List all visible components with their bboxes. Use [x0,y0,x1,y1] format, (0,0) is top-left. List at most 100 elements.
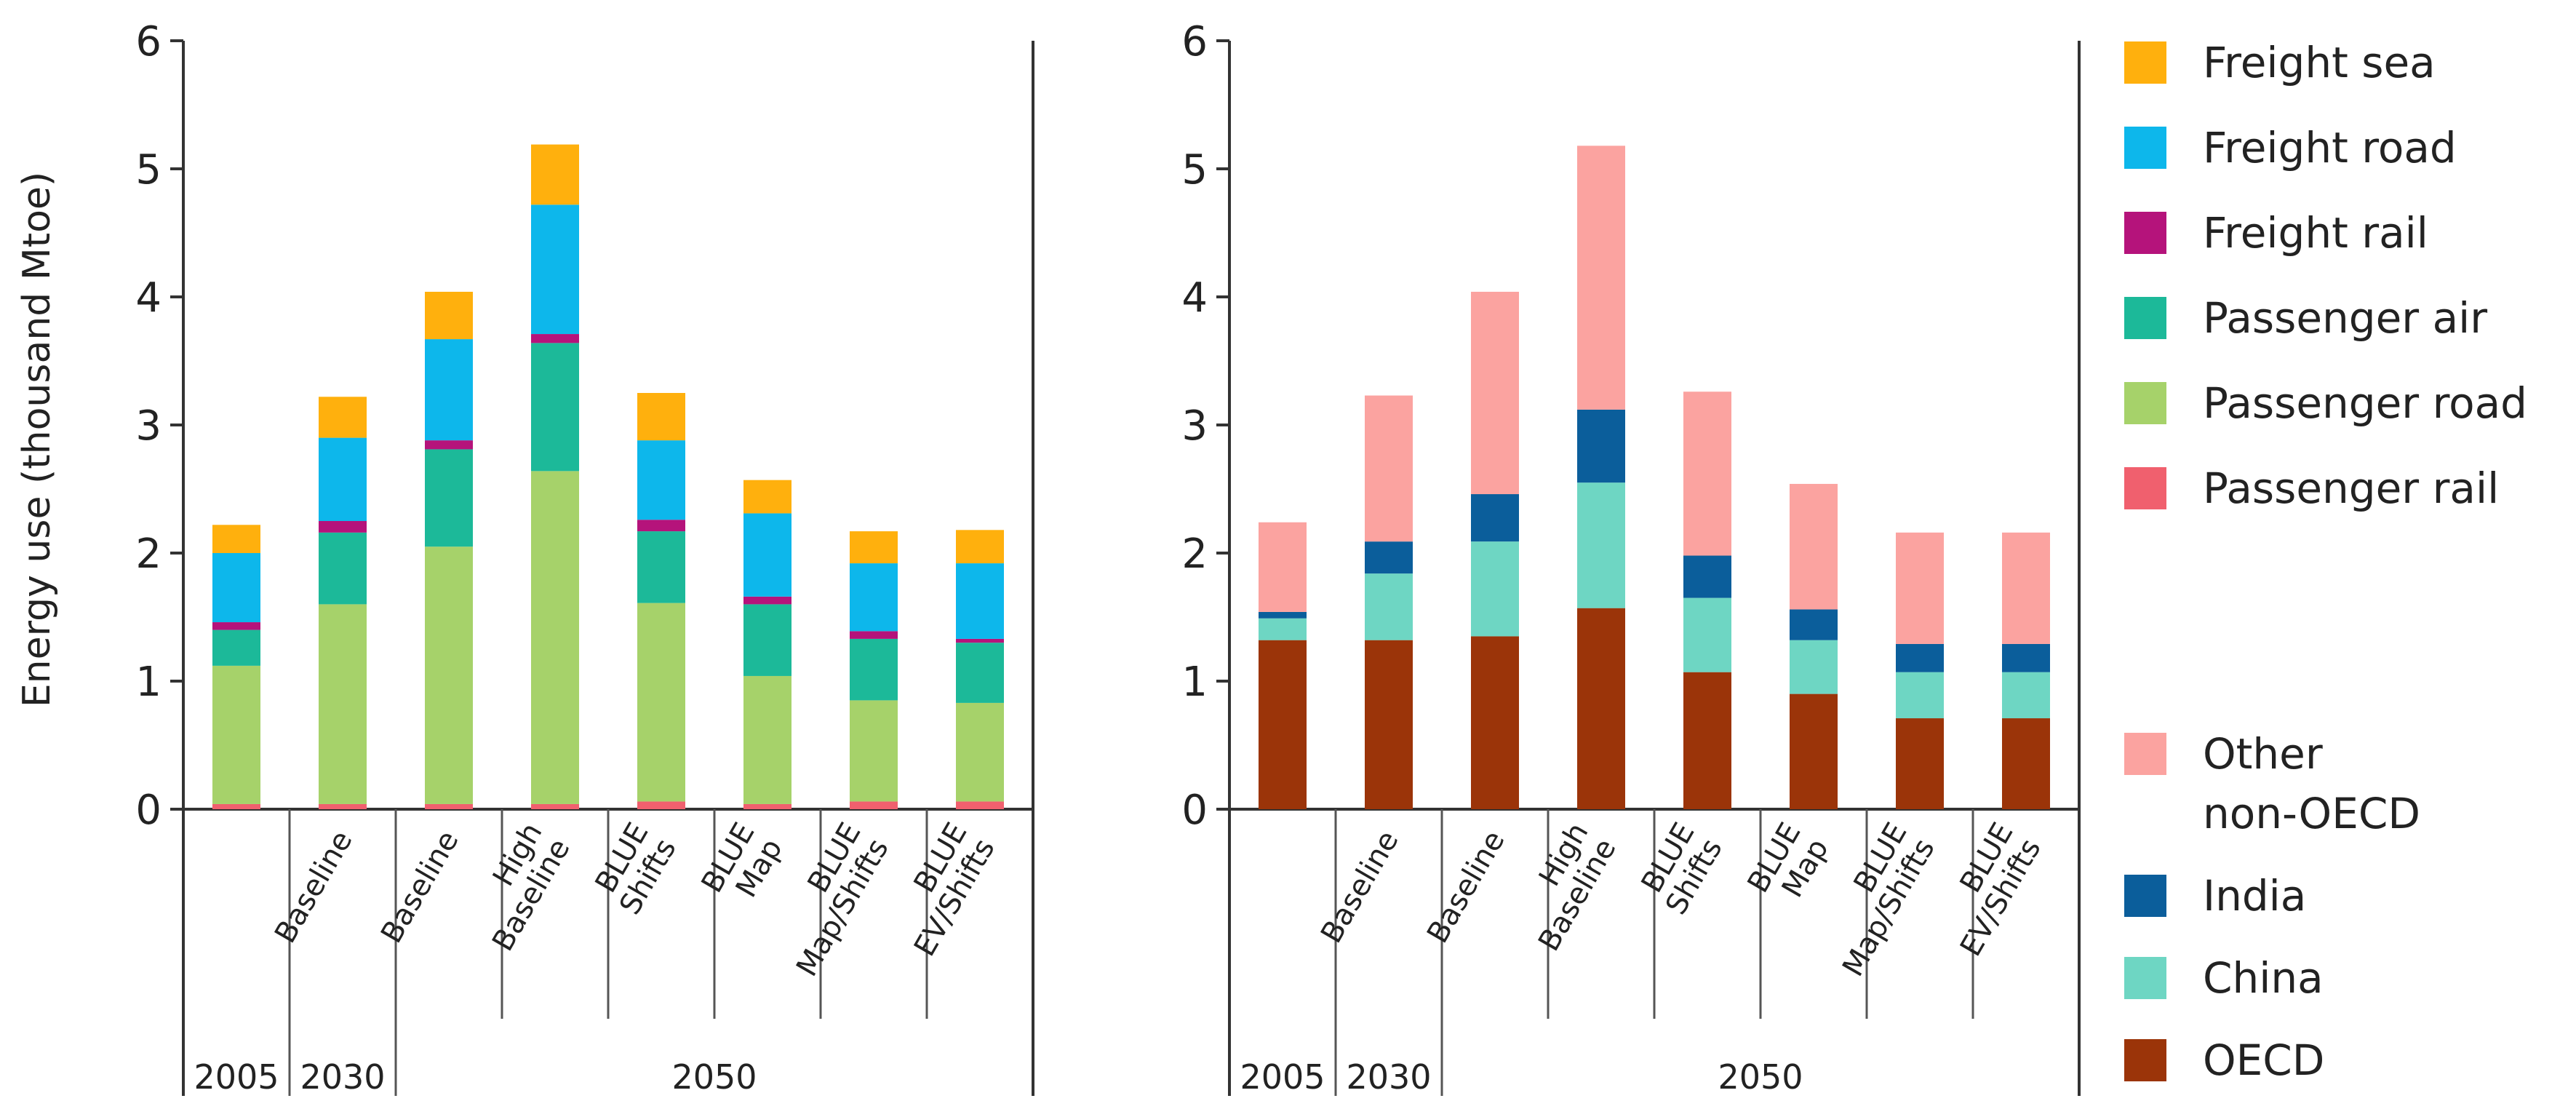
right-bar-india-6 [1896,643,1944,672]
left-bar-passenger-air-3 [531,343,579,472]
left-bar-passenger-rail-7 [956,801,1004,809]
right-bar-china-0 [1259,618,1307,640]
right-category-label-5: BLUEMap [1742,817,1835,915]
legend-bottom-label-china: China [2203,953,2324,1003]
left-bar-freight-rail-3 [531,334,579,343]
legend-bottom-label-india: India [2203,871,2306,921]
right-year-label-2050: 2050 [1718,1057,1803,1097]
legend-bottom-swatch-oecd [2124,1039,2166,1081]
left-category-label-7: BLUEEV/Shifts [880,817,1002,962]
right-bar-oecd-6 [1896,718,1944,809]
left-bar-passenger-rail-2 [425,803,473,809]
right-bar-other-non-oecd-3 [1577,146,1625,410]
right-category-label-3: HighBaseline [1504,817,1623,957]
left-bar-freight-sea-6 [850,531,898,564]
left-year-label-2050: 2050 [671,1057,757,1097]
left-bar-freight-sea-7 [956,530,1004,564]
left-bar-freight-sea-2 [425,291,473,340]
left-bar-passenger-air-2 [425,449,473,547]
left-bar-freight-rail-0 [212,622,260,630]
right-bar-other-non-oecd-0 [1259,522,1307,612]
right-y-tick-label: 6 [1181,18,1208,65]
left-bar-freight-rail-6 [850,631,898,639]
left-category-label-3: HighBaseline [458,817,577,957]
right-bar-china-1 [1365,573,1413,640]
right-bar-other-non-oecd-7 [2002,532,2050,644]
left-bar-freight-rail-1 [319,521,367,533]
right-bar-china-7 [2002,672,2050,719]
right-bar-oecd-3 [1577,608,1625,809]
left-bar-passenger-road-0 [212,665,260,804]
right-bar-other-non-oecd-2 [1471,291,1519,495]
right-bar-china-6 [1896,672,1944,719]
left-bar-freight-rail-2 [425,440,473,450]
legend-bottom-label-other-non-oecd: Other non-OECD [2203,729,2420,838]
left-bar-passenger-road-6 [850,700,898,802]
left-bar-freight-sea-1 [319,397,367,438]
left-bar-freight-rail-4 [637,520,685,532]
left-category-label-1: Baseline [268,825,359,949]
left-bar-passenger-air-7 [956,643,1004,703]
legend-top-swatch-freight-road [2124,127,2166,169]
left-bar-freight-road-2 [425,339,473,441]
legend-regions: Other non-OECD India China OECD [2124,729,2420,1085]
right-category-label-7: BLUEEV/Shifts [1926,817,2048,962]
chart-left-mode-by-transport: 0 1 2 3 4 5 6 Energy use (thousand Mtoe) Baselin… [15,18,1034,1097]
legend-top-swatch-passenger-air [2124,297,2166,339]
legend-top-label-passenger-road: Passenger road [2203,378,2527,428]
right-bar-india-0 [1259,611,1307,619]
left-y-axis-label: Energy use (thousand Mtoe) [15,172,59,707]
right-bar-china-2 [1471,541,1519,637]
right-bar-oecd-7 [2002,718,2050,809]
left-category-label-2: Baseline [375,825,466,949]
right-bar-oecd-5 [1790,693,1838,809]
right-y-tick-label: 5 [1181,146,1208,194]
left-bar-passenger-air-6 [850,638,898,701]
left-category-label-6: BLUEMap/Shifts [762,817,896,982]
left-bar-passenger-road-2 [425,546,473,804]
right-bar-india-3 [1577,409,1625,483]
right-year-label-2005: 2005 [1240,1057,1325,1097]
legend-top-label-passenger-rail: Passenger rail [2203,464,2499,513]
legend-bottom-swatch-other-non-oecd [2124,733,2166,775]
left-bar-passenger-rail-5 [743,803,791,809]
right-bar-china-5 [1790,640,1838,694]
legend-top-label-passenger-air: Passenger air [2203,293,2487,343]
left-bar-passenger-air-5 [743,604,791,676]
right-bar-other-non-oecd-6 [1896,532,1944,644]
right-bar-other-non-oecd-4 [1683,391,1731,556]
legend-transport-modes: Freight sea Freight road Freight rail Passe… [2124,38,2527,513]
right-category-label-2: Baseline [1421,825,1512,949]
legend-top-label-freight-sea: Freight sea [2203,38,2436,87]
left-bar-freight-road-6 [850,563,898,632]
right-bar-india-1 [1365,541,1413,574]
left-bar-freight-rail-7 [956,638,1004,643]
right-y-tick-label: 4 [1181,274,1208,322]
right-bar-china-3 [1577,482,1625,608]
left-y-tick-label: 6 [135,18,162,65]
left-bar-passenger-rail-3 [531,803,579,809]
left-bar-passenger-air-0 [212,629,260,666]
left-bar-freight-road-7 [956,563,1004,639]
left-bar-freight-road-3 [531,204,579,335]
right-bar-india-7 [2002,643,2050,672]
left-bar-freight-sea-4 [637,393,685,441]
left-bar-passenger-rail-0 [212,803,260,809]
legend-bottom-label-oecd: OECD [2203,1036,2324,1085]
left-y-tick-label: 4 [135,274,162,322]
right-category-label-4: BLUEShifts [1632,817,1729,921]
left-bar-passenger-road-1 [319,604,367,804]
right-y-tick-label: 2 [1181,530,1208,578]
left-bar-passenger-rail-4 [637,801,685,809]
left-bar-passenger-road-7 [956,702,1004,802]
left-bar-passenger-rail-6 [850,801,898,809]
right-bar-oecd-0 [1259,640,1307,809]
left-bar-passenger-road-3 [531,471,579,804]
left-bar-freight-sea-5 [743,480,791,514]
left-bar-freight-road-5 [743,513,791,597]
left-year-label-2005: 2005 [194,1057,279,1097]
left-bar-passenger-air-4 [637,531,685,603]
left-year-label-2030: 2030 [300,1057,385,1097]
right-y-tick-label: 0 [1181,787,1208,834]
